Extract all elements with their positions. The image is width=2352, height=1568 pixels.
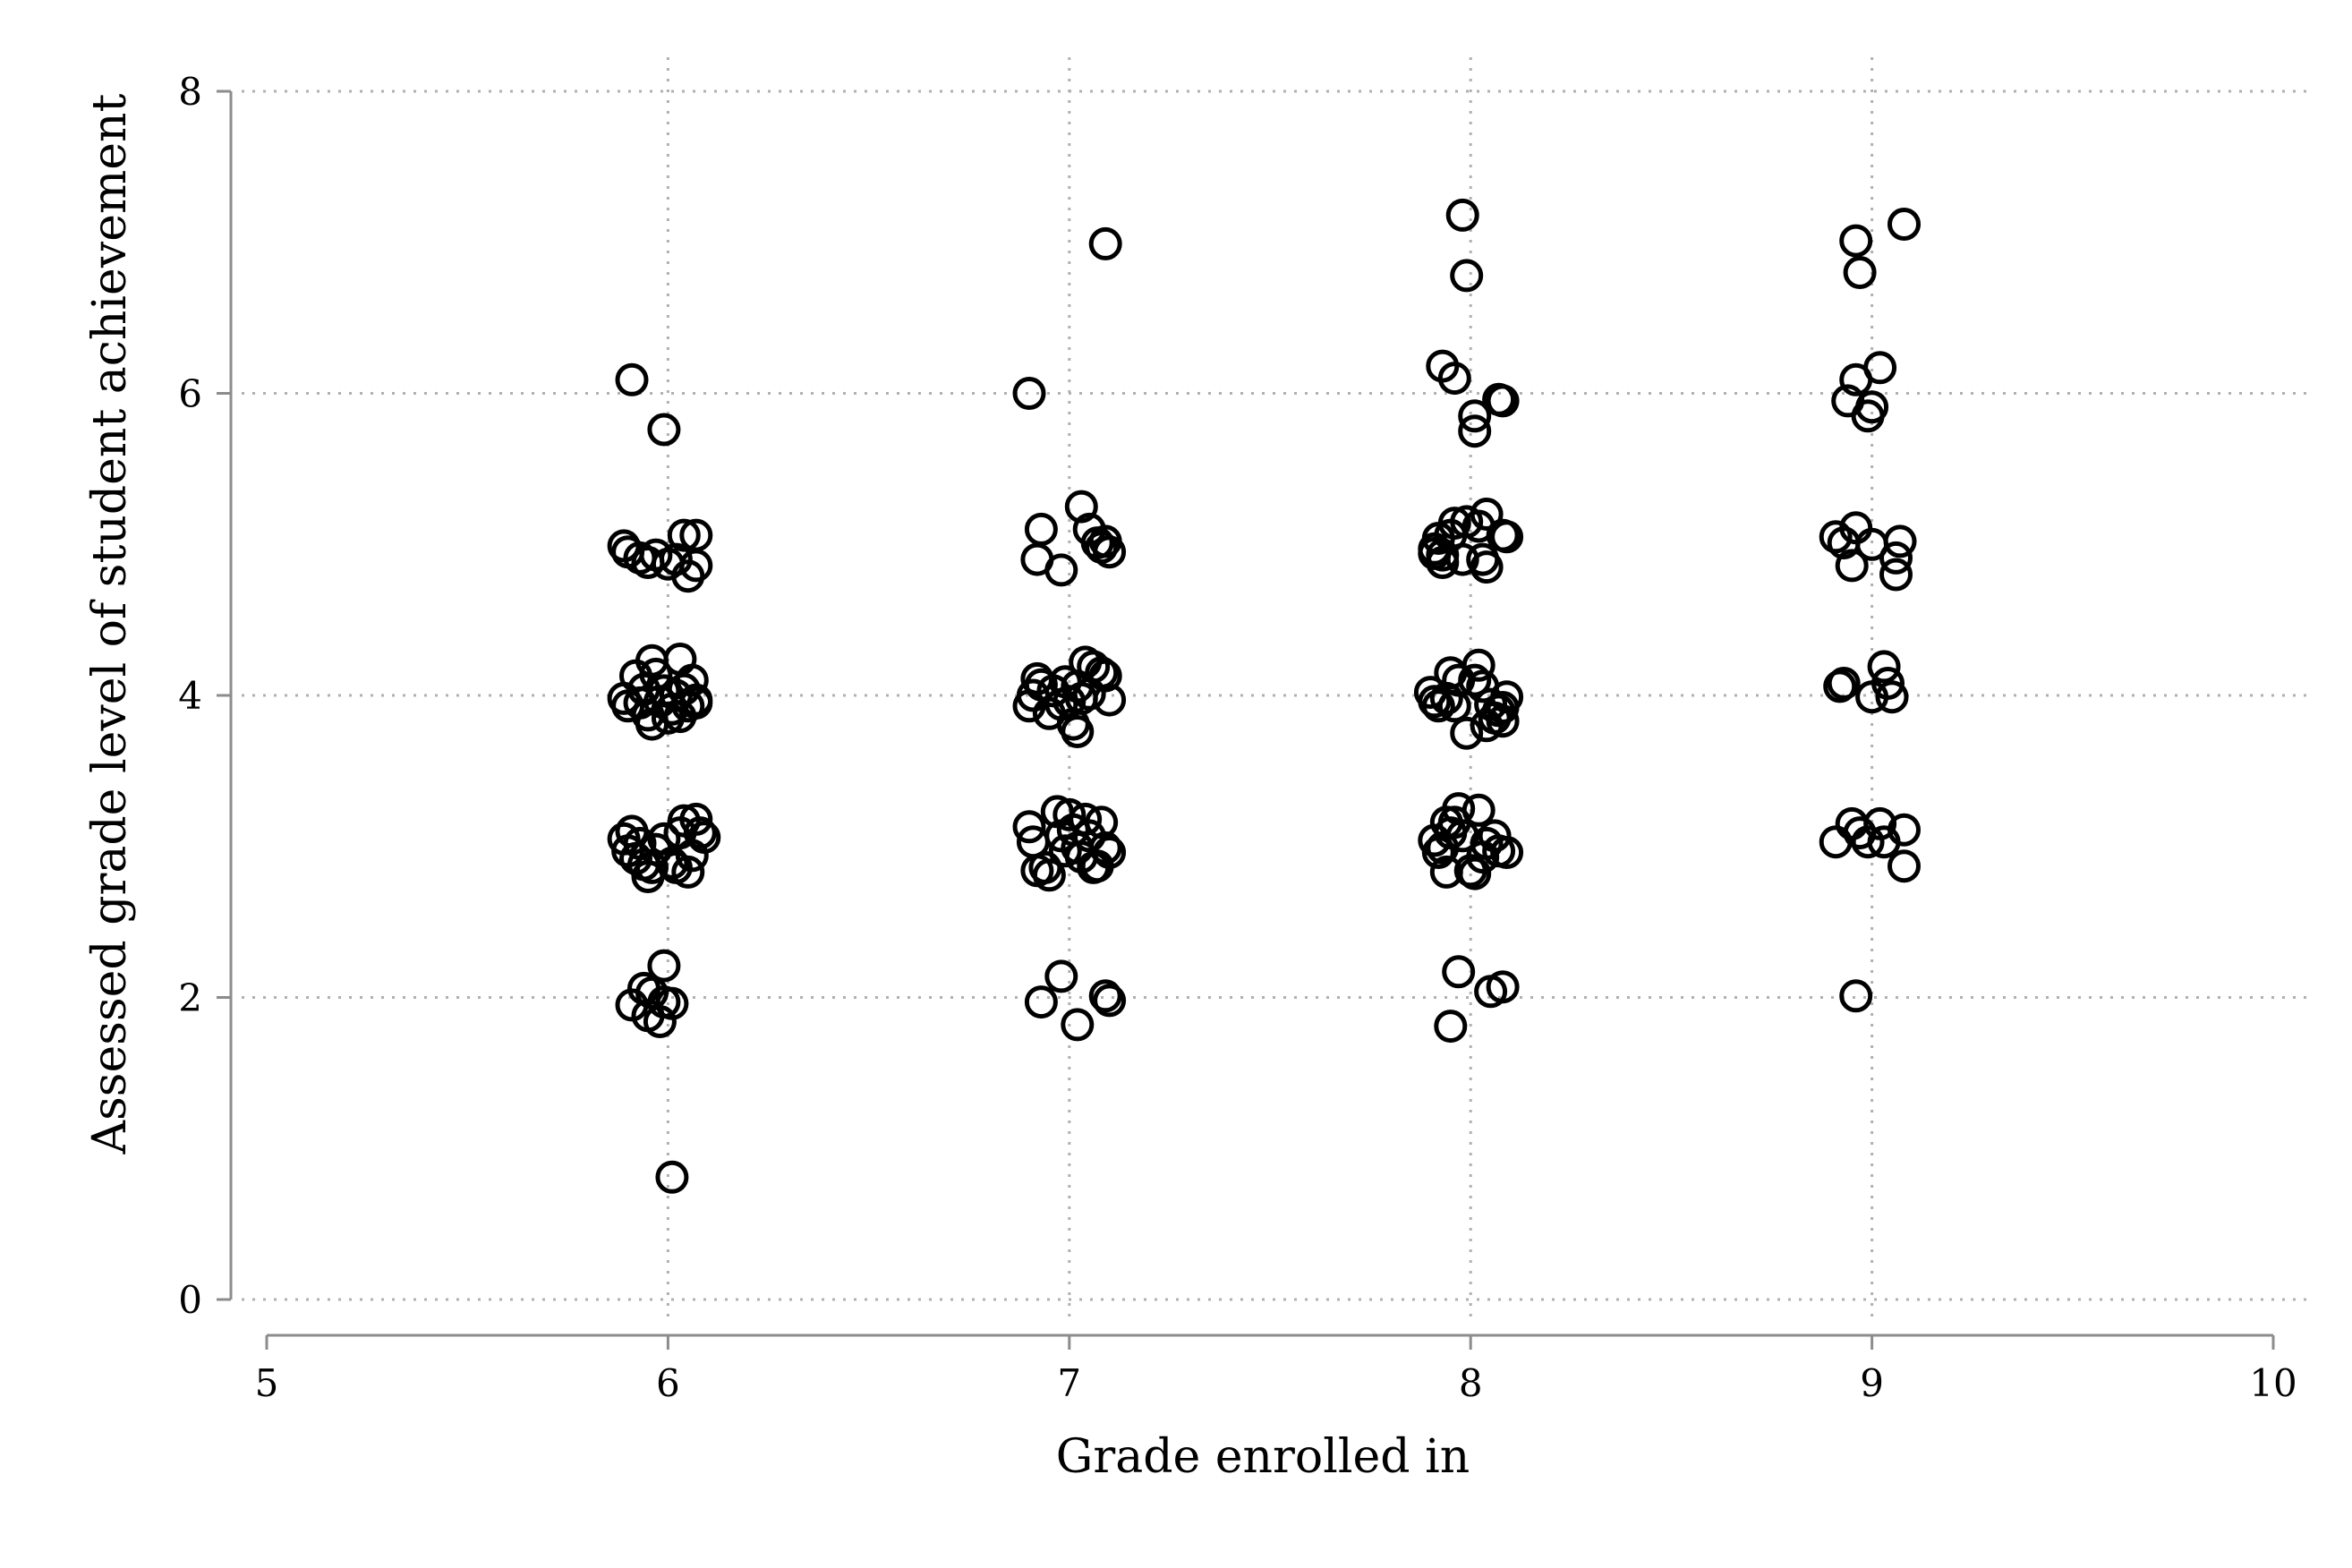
data-point — [1458, 856, 1492, 891]
data-point — [1012, 810, 1046, 844]
data-point — [1470, 550, 1504, 584]
data-point — [1458, 414, 1492, 448]
data-point — [1458, 663, 1492, 697]
data-point — [1843, 256, 1877, 289]
data-point — [647, 949, 681, 983]
data-point — [1486, 384, 1520, 418]
data-point — [1867, 650, 1901, 684]
x-tick-label: 10 — [2249, 1361, 2297, 1405]
data-point — [1088, 226, 1122, 260]
data-point — [1434, 1010, 1468, 1044]
data-point — [671, 855, 705, 889]
data-point — [1437, 362, 1471, 396]
data-point — [1839, 979, 1873, 1013]
data-point — [1088, 831, 1122, 865]
data-point — [1819, 520, 1853, 554]
data-point — [679, 802, 713, 836]
y-tick-label: 8 — [178, 70, 202, 114]
y-tick-label: 4 — [178, 674, 202, 718]
data-point — [1450, 716, 1484, 750]
x-tick-label: 6 — [656, 1361, 680, 1405]
data-point — [655, 846, 689, 880]
data-point — [1486, 970, 1520, 1004]
data-point — [1883, 524, 1917, 558]
gridlines — [242, 57, 2309, 1323]
axis-ticks: 0 2 4 6 8 5 6 7 8 9 10 — [178, 70, 2297, 1405]
data-point — [1458, 399, 1492, 433]
data-point — [1052, 797, 1087, 831]
data-point — [679, 686, 713, 720]
data-point — [1855, 390, 1889, 424]
data-point — [1093, 535, 1127, 569]
x-tick-label: 9 — [1860, 1361, 1884, 1405]
data-point — [1061, 1008, 1095, 1042]
data-point — [1093, 984, 1127, 1018]
data-point — [1839, 224, 1873, 258]
data-point — [1879, 541, 1913, 575]
x-tick-label: 7 — [1057, 1361, 1081, 1405]
x-tick-label: 5 — [255, 1361, 279, 1405]
data-point — [1490, 520, 1524, 554]
data-point — [1445, 198, 1479, 232]
x-tick-label: 8 — [1459, 1361, 1483, 1405]
data-point — [1888, 208, 1921, 241]
y-tick-label: 2 — [178, 976, 202, 1020]
x-axis-title: Grade enrolled in — [1056, 1430, 1470, 1484]
data-point — [1450, 259, 1484, 293]
data-point — [1823, 669, 1857, 703]
data-point — [1024, 512, 1058, 546]
y-tick-label: 6 — [178, 372, 202, 416]
data-point — [1470, 498, 1504, 531]
data-point — [1088, 979, 1122, 1013]
data-point — [1461, 793, 1496, 827]
data-point — [1888, 849, 1921, 883]
data-point — [1888, 813, 1921, 847]
data-point — [1442, 955, 1476, 989]
data-point — [1437, 507, 1471, 541]
data-point — [1064, 490, 1098, 524]
data-point — [1069, 802, 1103, 836]
data-point — [1875, 680, 1909, 714]
data-point — [687, 821, 721, 855]
data-point — [1061, 715, 1095, 748]
data-point — [655, 1160, 689, 1194]
y-axis-title: Assessed grade level of student achievem… — [83, 93, 137, 1155]
y-tick-label: 0 — [178, 1278, 202, 1322]
data-point — [1093, 836, 1127, 869]
data-point — [1024, 985, 1058, 1019]
data-point — [1863, 806, 1897, 840]
data-point — [1879, 558, 1913, 592]
data-point — [1863, 351, 1897, 385]
data-point — [683, 816, 717, 850]
data-point — [1032, 858, 1066, 892]
data-point — [1044, 553, 1078, 587]
data-points — [607, 198, 1921, 1194]
data-point — [1490, 680, 1524, 714]
data-point — [655, 986, 689, 1020]
data-point — [615, 362, 649, 396]
data-point — [675, 663, 709, 697]
data-point — [1827, 667, 1861, 700]
data-point — [1461, 648, 1496, 682]
data-point — [1486, 704, 1520, 738]
data-point — [1085, 805, 1119, 839]
data-point — [1871, 667, 1905, 700]
data-point — [1012, 377, 1046, 410]
data-point — [1437, 689, 1471, 723]
data-point — [1490, 836, 1524, 869]
data-point — [1044, 959, 1078, 993]
data-point — [667, 518, 701, 552]
data-point — [1421, 689, 1455, 723]
data-point — [635, 850, 669, 884]
data-point — [679, 549, 713, 583]
data-point — [647, 413, 681, 447]
data-point — [1093, 683, 1127, 717]
data-point — [1835, 549, 1869, 583]
data-point — [1088, 659, 1122, 693]
